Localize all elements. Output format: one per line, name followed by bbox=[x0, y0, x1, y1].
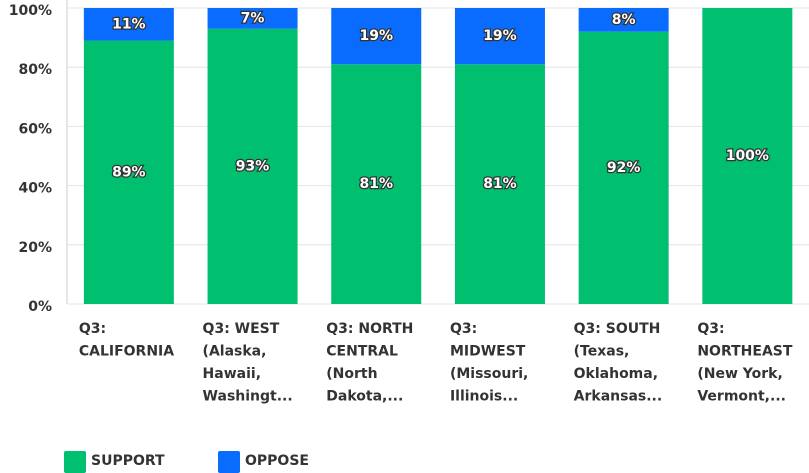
data-label: 81% bbox=[359, 176, 393, 192]
data-label: 93% bbox=[236, 158, 270, 174]
legend-label: SUPPORT bbox=[91, 453, 165, 469]
data-label: 19% bbox=[483, 28, 517, 44]
bar-segment bbox=[331, 8, 422, 65]
x-tick-label: Vermont,... bbox=[697, 389, 786, 405]
bar-segment bbox=[702, 8, 793, 304]
x-tick-label: (Texas, bbox=[574, 344, 630, 360]
data-label: 11% bbox=[112, 16, 146, 32]
bar-segment bbox=[83, 8, 174, 41]
y-tick-label: 60% bbox=[18, 121, 52, 137]
y-tick-label: 0% bbox=[28, 299, 52, 315]
legend-swatch bbox=[64, 451, 86, 473]
y-tick-label: 20% bbox=[18, 240, 52, 256]
x-tick-label: Q3: bbox=[450, 321, 477, 337]
x-tick-label: (New York, bbox=[697, 366, 782, 382]
x-tick-label: Washingt... bbox=[203, 389, 293, 405]
y-tick-label: 100% bbox=[9, 3, 52, 19]
x-tick-label: Q3: SOUTH bbox=[574, 321, 661, 337]
y-tick-label: 40% bbox=[18, 181, 52, 197]
bar-segment bbox=[83, 40, 174, 305]
data-label: 7% bbox=[241, 10, 265, 26]
x-tick-label: Oklahoma, bbox=[574, 366, 658, 382]
x-tick-label: Q3: WEST bbox=[203, 321, 280, 337]
legend-swatch bbox=[218, 451, 240, 473]
data-label: 89% bbox=[112, 164, 146, 180]
bar-segment bbox=[207, 28, 298, 304]
bar-segment bbox=[578, 8, 669, 32]
x-tick-label: (Missouri, bbox=[450, 366, 528, 382]
y-tick-label: 80% bbox=[18, 62, 52, 78]
data-label: 100% bbox=[726, 148, 769, 164]
bar-segment bbox=[454, 64, 545, 305]
x-tick-label: Hawaii, bbox=[203, 366, 261, 382]
x-tick-label: Dakota,... bbox=[326, 389, 403, 405]
x-tick-label: Illinois... bbox=[450, 389, 518, 405]
x-tick-label: (Alaska, bbox=[203, 344, 267, 360]
x-tick-label: (North bbox=[326, 366, 377, 382]
bar-segment bbox=[454, 8, 545, 65]
data-label: 92% bbox=[607, 160, 641, 176]
x-tick-label: MIDWEST bbox=[450, 344, 526, 360]
bar-segment bbox=[331, 64, 422, 305]
x-tick-label: Arkansas... bbox=[574, 389, 663, 405]
legend-label: OPPOSE bbox=[245, 453, 309, 469]
x-tick-label: Q3: bbox=[697, 321, 724, 337]
x-tick-label: NORTHEAST bbox=[697, 344, 793, 360]
data-label: 8% bbox=[612, 12, 636, 28]
bar-segment bbox=[578, 31, 669, 305]
data-label: 19% bbox=[359, 28, 393, 44]
x-tick-label: Q3: NORTH bbox=[326, 321, 413, 337]
x-tick-label: CALIFORNIA bbox=[79, 344, 174, 360]
data-label: 81% bbox=[483, 176, 517, 192]
x-tick-label: Q3: bbox=[79, 321, 106, 337]
x-tick-label: CENTRAL bbox=[326, 344, 398, 360]
bar-segment bbox=[207, 8, 298, 29]
